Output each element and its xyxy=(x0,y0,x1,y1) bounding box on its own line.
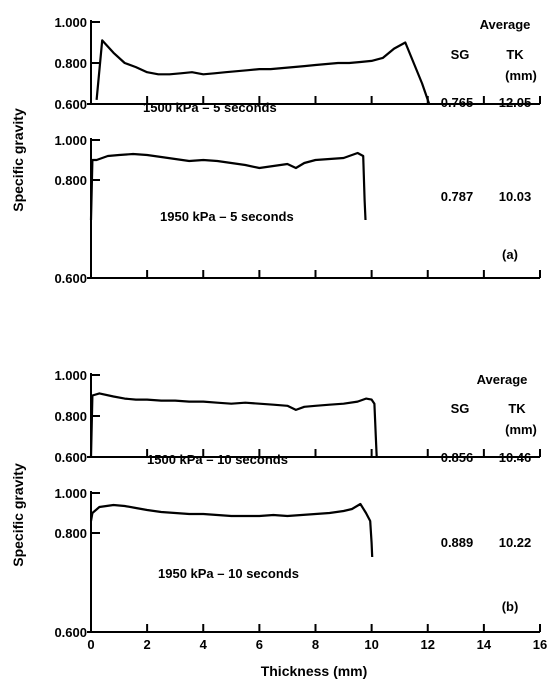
x-axis-label: Thickness (mm) xyxy=(261,663,368,679)
panel-a-sub2-label: 1950 kPa – 5 seconds xyxy=(160,209,294,224)
panel-b-tag: (b) xyxy=(502,599,519,614)
panel-a-sub2-tk: 10.03 xyxy=(499,189,532,204)
panel-a-sub2-sg: 0.787 xyxy=(441,189,474,204)
panel-b-sub1-label: 1500 kPa – 10 seconds xyxy=(147,452,288,467)
panel-b-x-tick-label: 10 xyxy=(364,637,378,652)
panel-b: 0.600 0.800 1.000 0.600 0.800 1.000 0 2 4 6 8 10 12 1… xyxy=(54,368,547,652)
panel-b-y-axis-label: Specific gravity xyxy=(10,463,26,567)
panel-b-sub2-label: 1950 kPa – 10 seconds xyxy=(158,566,299,581)
panel-b-sub1-series-line xyxy=(89,392,378,458)
panel-b-sub1-sg: 0.856 xyxy=(441,450,474,465)
panel-b-sub2-tk: 10.22 xyxy=(499,535,532,550)
panel-a-header-sg: SG xyxy=(451,47,470,62)
panel-b-x-tick-label: 16 xyxy=(533,637,547,652)
panel-b-sub2-sg: 0.889 xyxy=(441,535,474,550)
panel-a-y-axis-label: Specific gravity xyxy=(10,108,26,212)
panel-b-sub1-y-tick-label: 0.600 xyxy=(54,450,87,465)
panel-b-x-tick-label: 4 xyxy=(200,637,208,652)
panel-a-sub1-y-tick-label: 0.800 xyxy=(54,56,87,71)
panel-a-sub1-y-tick-label: 0.600 xyxy=(54,97,87,112)
panel-b-x-tick-label: 0 xyxy=(87,637,94,652)
panel-a-sub1-series-line xyxy=(95,39,431,105)
panel-b-x-tick-label: 14 xyxy=(477,637,492,652)
panel-b-sub1-tk: 10.46 xyxy=(499,450,532,465)
panel-b-header-title: Average xyxy=(477,372,528,387)
panel-a-header-tk: TK xyxy=(506,47,524,62)
panel-a-sub2-y-tick-label: 0.800 xyxy=(54,173,87,188)
panel-a-header-title: Average xyxy=(480,17,531,32)
panel-a-header-tk-unit: (mm) xyxy=(505,68,537,83)
panel-a-tag: (a) xyxy=(502,247,518,262)
panel-b-x-tick-label: 8 xyxy=(312,637,319,652)
panel-a-sub2-series-line xyxy=(89,151,367,221)
panel-b-header-sg: SG xyxy=(451,401,470,416)
panel-a-sub2-y-tick-label: 0.600 xyxy=(54,271,87,286)
panel-a-sub1-y-tick-label: 1.000 xyxy=(54,15,87,30)
panel-b-x-tick-label: 2 xyxy=(144,637,151,652)
panel-a-sub1-sg: 0.765 xyxy=(441,95,474,110)
panel-b-sub2-series-line xyxy=(89,502,374,558)
panel-a-sub2-y-tick-label: 1.000 xyxy=(54,133,87,148)
panel-b-sub2-y-tick-label: 1.000 xyxy=(54,486,87,501)
panel-b-sub2-y-tick-label: 0.600 xyxy=(54,625,87,640)
panel-b-header-tk: TK xyxy=(508,401,526,416)
panel-b-sub1-y-tick-label: 0.800 xyxy=(54,409,87,424)
panel-b-sub1-y-tick-label: 1.000 xyxy=(54,368,87,383)
panel-a: 0.600 0.800 1.000 0.600 0.800 1.000 xyxy=(54,15,541,286)
panel-b-header-tk-unit: (mm) xyxy=(505,422,537,437)
panel-b-x-tick-label: 6 xyxy=(256,637,263,652)
panel-a-sub1-label: 1500 kPa – 5 seconds xyxy=(143,100,277,115)
panel-a-sub1-tk: 12.05 xyxy=(499,95,532,110)
panel-b-x-tick-label: 12 xyxy=(421,637,435,652)
panel-b-sub2-y-tick-label: 0.800 xyxy=(54,526,87,541)
